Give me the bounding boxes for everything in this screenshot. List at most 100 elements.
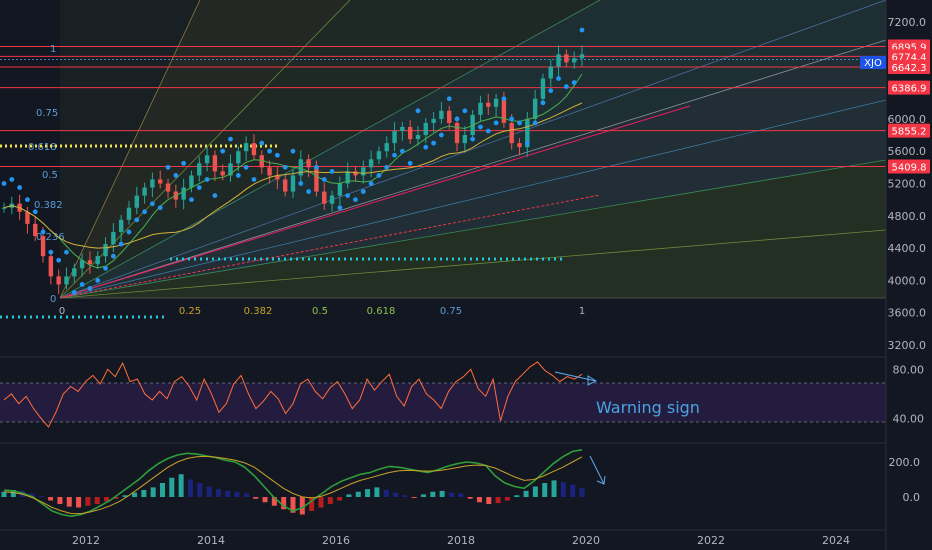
candle-body[interactable]: [64, 276, 69, 285]
candle-body[interactable]: [220, 171, 225, 176]
candle-body[interactable]: [345, 171, 350, 184]
candle-body[interactable]: [447, 110, 452, 123]
candle-body[interactable]: [407, 126, 413, 140]
candle-body[interactable]: [486, 102, 491, 107]
candle-body[interactable]: [501, 98, 507, 123]
candle-body[interactable]: [579, 54, 585, 59]
candle-body[interactable]: [400, 126, 405, 132]
candle-body[interactable]: [165, 183, 171, 192]
candle-body[interactable]: [1, 207, 7, 209]
candlestick-series[interactable]: [1, 45, 585, 295]
candle-body[interactable]: [56, 276, 61, 285]
trend-line-lower[interactable]: [59, 194, 601, 299]
candle-body[interactable]: [517, 143, 522, 148]
candle-body[interactable]: [392, 131, 397, 144]
candle-body[interactable]: [181, 187, 186, 200]
candle-body[interactable]: [306, 159, 311, 168]
sar-dot: [48, 249, 54, 255]
candle-body[interactable]: [509, 122, 514, 144]
candle-body[interactable]: [415, 135, 421, 140]
time-tick-label: 2014: [197, 534, 225, 547]
candle-body[interactable]: [111, 231, 116, 245]
candle-body[interactable]: [314, 167, 319, 192]
rsi-axis[interactable]: 80.00 40.00: [893, 363, 925, 425]
candle-body[interactable]: [564, 54, 569, 63]
macd-histogram-bar: [197, 483, 203, 497]
candle-body[interactable]: [298, 159, 304, 176]
rsi-pane[interactable]: Warning sign: [0, 361, 886, 428]
candle-body[interactable]: [532, 98, 538, 119]
candle-body[interactable]: [493, 98, 499, 107]
sar-dot: [360, 189, 366, 194]
candle-body[interactable]: [189, 175, 194, 188]
candle-body[interactable]: [290, 175, 296, 192]
candle-body[interactable]: [540, 78, 546, 99]
candle-body[interactable]: [454, 122, 460, 144]
candle-body[interactable]: [462, 135, 468, 144]
candle-body[interactable]: [329, 195, 335, 204]
macd-pane[interactable]: [1, 449, 606, 518]
candle-body[interactable]: [150, 179, 155, 188]
macd-histogram-bar: [421, 494, 427, 497]
candle-body[interactable]: [212, 155, 218, 172]
candle-body[interactable]: [423, 122, 428, 136]
candle-body[interactable]: [275, 175, 280, 180]
price-pane[interactable]: 1 0.75 0.618 0.5 0.382 0.236 00 0.25 0.382 0.5 0.6…: [0, 0, 887, 319]
candle-body[interactable]: [95, 256, 100, 265]
candle-body[interactable]: [525, 118, 530, 148]
candle-body[interactable]: [384, 143, 389, 152]
candle-body[interactable]: [282, 179, 288, 192]
candle-body[interactable]: [48, 256, 54, 277]
candle-body[interactable]: [72, 268, 77, 277]
time-axis[interactable]: 2012 2014 2016 2018 2020 2022 2024: [72, 534, 850, 547]
sar-dot: [540, 100, 546, 106]
candle-body[interactable]: [126, 207, 132, 220]
candle-body[interactable]: [353, 171, 358, 176]
macd-histogram-bar: [29, 493, 35, 497]
sar-dot: [563, 84, 569, 89]
candle-body[interactable]: [556, 54, 561, 67]
macd-histogram-bar: [346, 494, 352, 497]
candle-body[interactable]: [548, 66, 553, 79]
candle-body[interactable]: [236, 151, 241, 164]
candle-body[interactable]: [361, 167, 366, 176]
macd-histogram-bar: [448, 492, 454, 497]
candle-body[interactable]: [79, 260, 85, 269]
candle-body[interactable]: [337, 183, 343, 196]
sar-dot: [556, 76, 561, 81]
candle-body[interactable]: [25, 211, 30, 224]
candle-body[interactable]: [376, 151, 382, 160]
trend-line-upper[interactable]: [59, 105, 691, 299]
candle-body[interactable]: [368, 159, 374, 168]
price-tick-label: 3600.0: [888, 307, 927, 320]
candle-body[interactable]: [103, 244, 108, 257]
fib-time-level-label: 0.75: [440, 306, 462, 317]
candle-body[interactable]: [431, 118, 436, 123]
candle-body[interactable]: [267, 167, 272, 176]
candle-body[interactable]: [439, 110, 444, 119]
candle-body[interactable]: [33, 223, 38, 236]
macd-axis[interactable]: 200.0 0.0: [889, 456, 921, 504]
time-tick-label: 2012: [72, 534, 100, 547]
candle-body[interactable]: [228, 163, 233, 176]
symbol-tag[interactable]: XJO: [860, 56, 886, 69]
candle-body[interactable]: [243, 143, 249, 152]
candle-body[interactable]: [204, 155, 210, 164]
macd-histogram-bar: [542, 483, 548, 497]
horizontal-levels[interactable]: [0, 46, 886, 168]
candle-body[interactable]: [134, 195, 139, 208]
candle-body[interactable]: [142, 187, 147, 196]
candle-body[interactable]: [571, 58, 577, 63]
candle-body[interactable]: [158, 179, 163, 184]
fib-time-level-label: 0.25: [179, 306, 201, 317]
candle-body[interactable]: [322, 191, 327, 204]
candle-body[interactable]: [40, 235, 46, 257]
candle-body[interactable]: [259, 155, 264, 168]
candle-body[interactable]: [478, 102, 483, 115]
candle-body[interactable]: [118, 219, 124, 232]
candle-body[interactable]: [87, 260, 93, 265]
candle-body[interactable]: [251, 143, 257, 156]
candle-body[interactable]: [197, 163, 202, 176]
symbol-label: XJO: [864, 58, 882, 69]
